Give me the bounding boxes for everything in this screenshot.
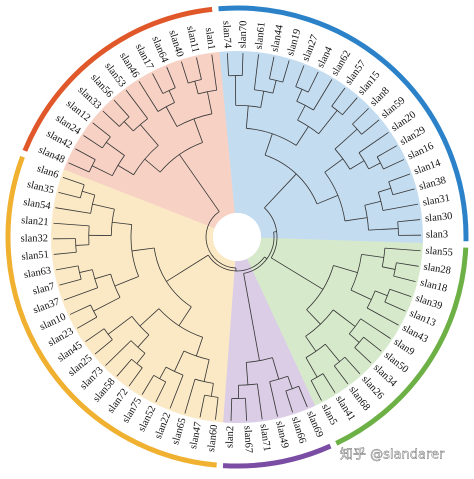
- leaf-label: slan69: [304, 410, 325, 440]
- leaf-label: slan21: [21, 215, 49, 228]
- leaf-label: slan63: [23, 265, 52, 281]
- leaf-label: slan49: [273, 420, 290, 449]
- leaf-label: slan3: [426, 229, 448, 240]
- clade-arc: [223, 446, 330, 466]
- leaf-label: slan54: [22, 197, 52, 212]
- leaf-label: slan65: [170, 417, 188, 446]
- leaf-label: slan38: [418, 175, 447, 193]
- leaf-label: slan70: [238, 21, 250, 49]
- leaf-label: slan47: [188, 421, 204, 450]
- leaf-label: slan11: [184, 25, 201, 54]
- leaf-label: slan37: [32, 296, 62, 316]
- leaf-label: slan66: [289, 415, 308, 444]
- leaf-label: slan61: [254, 21, 268, 50]
- leaf-label: slan7: [32, 281, 56, 297]
- leaf-label: slan51: [21, 249, 49, 263]
- leaf-label: slan22: [153, 411, 173, 441]
- leaf-label: slan28: [423, 262, 452, 277]
- leaf-label: slan35: [26, 179, 55, 196]
- leaf-label: slan6: [35, 163, 60, 181]
- leaf-label: slan67: [241, 425, 253, 453]
- leaf-label: slan5: [319, 402, 339, 427]
- leaf-label: slan44: [270, 23, 286, 53]
- leaf-label: slan1: [203, 27, 217, 50]
- leaf-label: slan19: [285, 28, 303, 57]
- leaf-label: slan71: [258, 423, 273, 452]
- leaf-label: slan48: [37, 145, 67, 166]
- leaf-label: slan31: [422, 193, 451, 209]
- leaf-label: slan40: [166, 29, 185, 58]
- clade-background: [219, 51, 423, 243]
- leaf-label: slan60: [206, 424, 220, 453]
- leaf-label: slan74: [220, 21, 232, 50]
- leaf-label: slan55: [425, 246, 453, 259]
- watermark: 知乎 @slandarer: [340, 447, 445, 463]
- leaf-label: slan32: [21, 233, 49, 244]
- leaf-label: slan16: [406, 141, 436, 163]
- leaf-label: slan14: [413, 157, 443, 177]
- center-hole: [213, 213, 261, 261]
- leaf-label: slan39: [414, 293, 444, 312]
- leaf-label: slan2: [225, 426, 237, 449]
- leaf-label: slan30: [425, 211, 453, 225]
- leaf-label: slan18: [419, 277, 448, 294]
